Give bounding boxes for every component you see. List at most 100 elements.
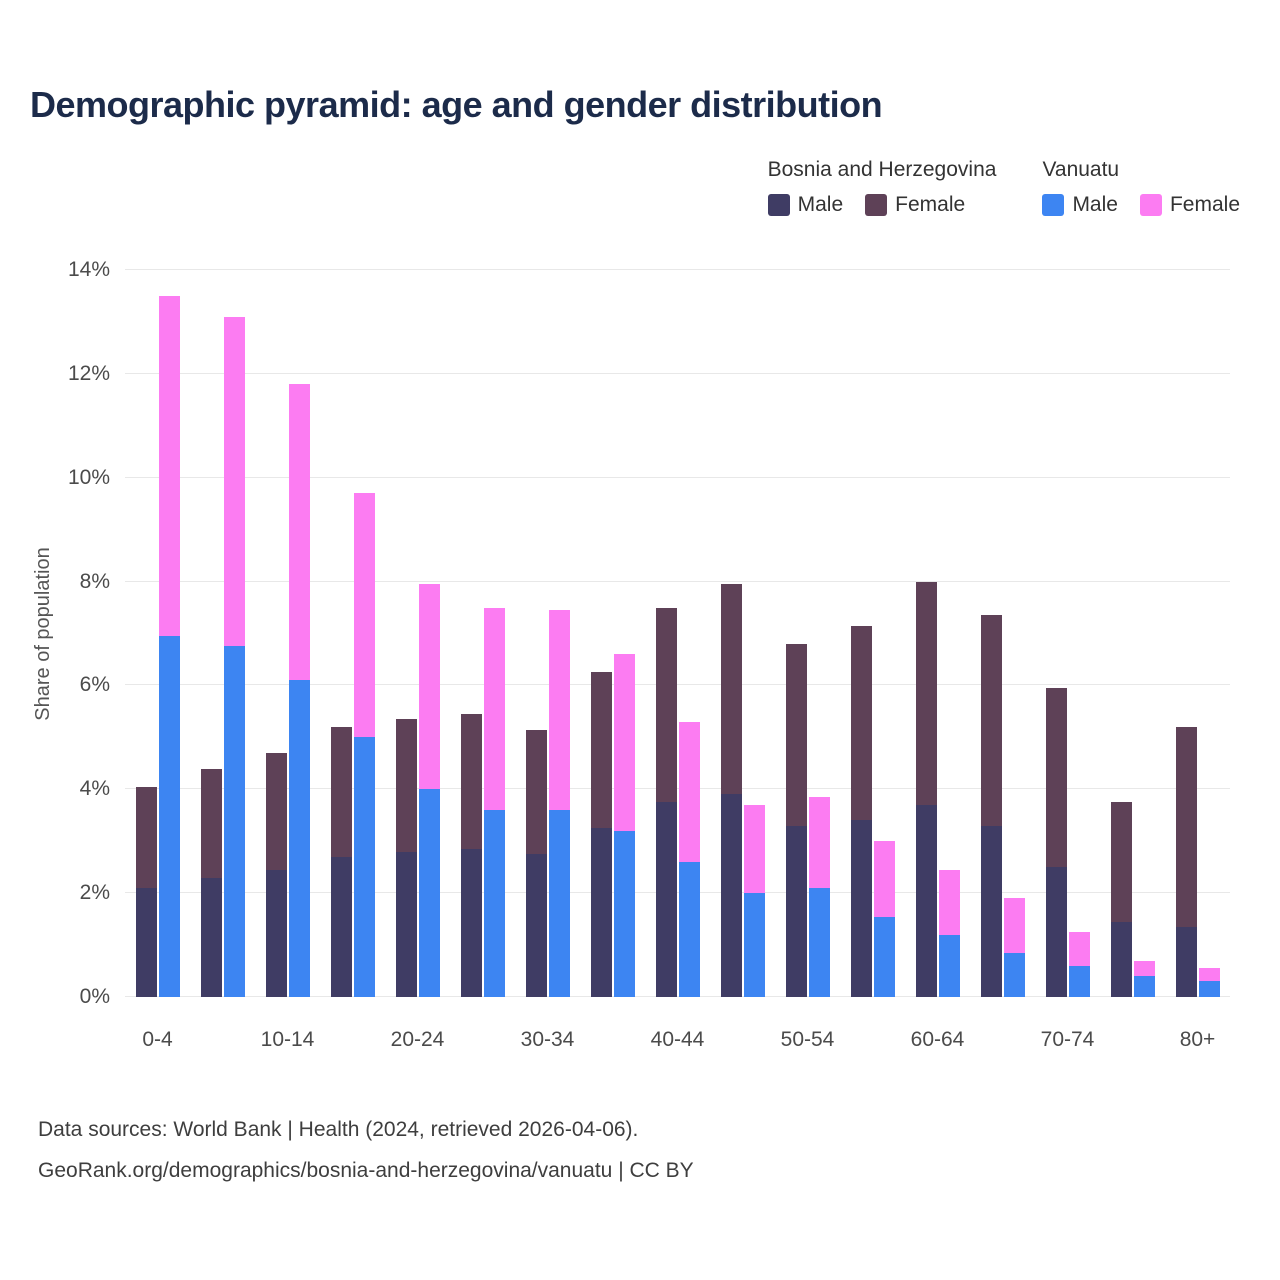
- bar-segment-vanuatu-female-0-4[interactable]: [158, 295, 180, 637]
- bar-segment-vanuatu-male-35-39[interactable]: [613, 830, 635, 997]
- bar-segment-vanuatu-male-30-34[interactable]: [548, 810, 570, 997]
- bar-vanuatu-25-29[interactable]: [483, 270, 505, 997]
- bar-segment-bosnia-and-herzegovina-female-50-54[interactable]: [785, 643, 807, 826]
- bar-segment-vanuatu-male-70-74[interactable]: [1068, 965, 1090, 997]
- bar-segment-vanuatu-male-50-54[interactable]: [808, 887, 830, 997]
- bar-vanuatu-5-9[interactable]: [223, 270, 245, 997]
- bar-segment-bosnia-and-herzegovina-female-5-9[interactable]: [200, 768, 222, 878]
- bar-segment-bosnia-and-herzegovina-male-50-54[interactable]: [785, 825, 807, 997]
- bar-segment-vanuatu-male-75-79[interactable]: [1133, 976, 1155, 997]
- legend-item-bih-female[interactable]: Female: [865, 193, 965, 217]
- bar-vanuatu-70-74[interactable]: [1068, 270, 1090, 997]
- bar-bosnia-and-herzegovina-50-54[interactable]: [785, 270, 807, 997]
- bar-bosnia-and-herzegovina-55-59[interactable]: [850, 270, 872, 997]
- bar-segment-vanuatu-female-25-29[interactable]: [483, 607, 505, 811]
- bar-bosnia-and-herzegovina-20-24[interactable]: [395, 270, 417, 997]
- bar-bosnia-and-herzegovina-65-69[interactable]: [980, 270, 1002, 997]
- bar-segment-bosnia-and-herzegovina-female-10-14[interactable]: [265, 752, 287, 870]
- bar-segment-bosnia-and-herzegovina-male-5-9[interactable]: [200, 877, 222, 997]
- bar-bosnia-and-herzegovina-60-64[interactable]: [915, 270, 937, 997]
- bar-segment-bosnia-and-herzegovina-male-70-74[interactable]: [1045, 867, 1067, 997]
- bar-bosnia-and-herzegovina-80+[interactable]: [1175, 270, 1197, 997]
- bar-segment-vanuatu-female-65-69[interactable]: [1003, 898, 1025, 953]
- bar-bosnia-and-herzegovina-0-4[interactable]: [135, 270, 157, 997]
- bar-segment-vanuatu-female-80+[interactable]: [1198, 968, 1220, 982]
- bar-segment-bosnia-and-herzegovina-female-15-19[interactable]: [330, 726, 352, 857]
- bar-segment-bosnia-and-herzegovina-male-60-64[interactable]: [915, 804, 937, 997]
- bar-segment-bosnia-and-herzegovina-male-65-69[interactable]: [980, 825, 1002, 997]
- bar-vanuatu-0-4[interactable]: [158, 270, 180, 997]
- bar-vanuatu-60-64[interactable]: [938, 270, 960, 997]
- legend-item-vanuatu-female[interactable]: Female: [1139, 193, 1240, 217]
- bar-segment-bosnia-and-herzegovina-female-60-64[interactable]: [915, 581, 937, 805]
- bar-segment-bosnia-and-herzegovina-female-35-39[interactable]: [590, 672, 612, 829]
- bar-vanuatu-80+[interactable]: [1198, 270, 1220, 997]
- bar-vanuatu-75-79[interactable]: [1133, 270, 1155, 997]
- bar-vanuatu-55-59[interactable]: [873, 270, 895, 997]
- bar-segment-vanuatu-female-10-14[interactable]: [288, 384, 310, 681]
- bar-vanuatu-50-54[interactable]: [808, 270, 830, 997]
- bar-segment-bosnia-and-herzegovina-male-10-14[interactable]: [265, 869, 287, 997]
- bar-segment-vanuatu-female-50-54[interactable]: [808, 797, 830, 888]
- bar-segment-vanuatu-male-10-14[interactable]: [288, 680, 310, 997]
- bar-segment-bosnia-and-herzegovina-female-25-29[interactable]: [460, 714, 482, 850]
- bar-segment-vanuatu-female-55-59[interactable]: [873, 841, 895, 917]
- bar-segment-bosnia-and-herzegovina-female-30-34[interactable]: [525, 729, 547, 855]
- bar-segment-vanuatu-female-35-39[interactable]: [613, 654, 635, 831]
- bar-segment-vanuatu-male-25-29[interactable]: [483, 810, 505, 997]
- bar-segment-vanuatu-male-55-59[interactable]: [873, 916, 895, 997]
- bar-vanuatu-40-44[interactable]: [678, 270, 700, 997]
- bar-segment-vanuatu-male-40-44[interactable]: [678, 862, 700, 997]
- bar-segment-vanuatu-male-0-4[interactable]: [158, 636, 180, 997]
- bar-segment-bosnia-and-herzegovina-female-40-44[interactable]: [655, 607, 677, 803]
- bar-segment-bosnia-and-herzegovina-male-0-4[interactable]: [135, 887, 157, 997]
- bar-segment-bosnia-and-herzegovina-female-20-24[interactable]: [395, 719, 417, 852]
- bar-bosnia-and-herzegovina-35-39[interactable]: [590, 270, 612, 997]
- bar-segment-bosnia-and-herzegovina-male-45-49[interactable]: [720, 794, 742, 997]
- bar-segment-vanuatu-male-65-69[interactable]: [1003, 952, 1025, 997]
- bar-segment-vanuatu-female-20-24[interactable]: [418, 584, 440, 790]
- bar-segment-vanuatu-female-45-49[interactable]: [743, 804, 765, 894]
- bar-segment-bosnia-and-herzegovina-female-55-59[interactable]: [850, 625, 872, 821]
- bar-bosnia-and-herzegovina-25-29[interactable]: [460, 270, 482, 997]
- bar-segment-bosnia-and-herzegovina-male-75-79[interactable]: [1110, 921, 1132, 997]
- bar-segment-vanuatu-male-80+[interactable]: [1198, 981, 1220, 997]
- bar-vanuatu-35-39[interactable]: [613, 270, 635, 997]
- bar-segment-bosnia-and-herzegovina-female-45-49[interactable]: [720, 584, 742, 795]
- bar-segment-vanuatu-female-5-9[interactable]: [223, 316, 245, 647]
- bar-vanuatu-30-34[interactable]: [548, 270, 570, 997]
- bar-bosnia-and-herzegovina-10-14[interactable]: [265, 270, 287, 997]
- bar-segment-vanuatu-female-15-19[interactable]: [353, 493, 375, 738]
- bar-segment-vanuatu-male-20-24[interactable]: [418, 789, 440, 997]
- bar-bosnia-and-herzegovina-5-9[interactable]: [200, 270, 222, 997]
- bar-segment-bosnia-and-herzegovina-female-75-79[interactable]: [1110, 802, 1132, 922]
- bar-segment-bosnia-and-herzegovina-male-35-39[interactable]: [590, 828, 612, 997]
- bar-segment-vanuatu-female-30-34[interactable]: [548, 610, 570, 811]
- bar-vanuatu-65-69[interactable]: [1003, 270, 1025, 997]
- bar-bosnia-and-herzegovina-75-79[interactable]: [1110, 270, 1132, 997]
- bar-segment-bosnia-and-herzegovina-male-20-24[interactable]: [395, 851, 417, 997]
- bar-segment-vanuatu-male-5-9[interactable]: [223, 646, 245, 997]
- bar-vanuatu-15-19[interactable]: [353, 270, 375, 997]
- bar-bosnia-and-herzegovina-30-34[interactable]: [525, 270, 547, 997]
- bar-segment-bosnia-and-herzegovina-male-30-34[interactable]: [525, 854, 547, 997]
- bar-segment-vanuatu-male-60-64[interactable]: [938, 934, 960, 997]
- bar-segment-bosnia-and-herzegovina-male-25-29[interactable]: [460, 849, 482, 997]
- legend-item-bih-male[interactable]: Male: [767, 193, 843, 217]
- bar-vanuatu-20-24[interactable]: [418, 270, 440, 997]
- bar-segment-vanuatu-male-15-19[interactable]: [353, 737, 375, 997]
- bar-segment-bosnia-and-herzegovina-male-55-59[interactable]: [850, 820, 872, 997]
- bar-segment-bosnia-and-herzegovina-female-70-74[interactable]: [1045, 688, 1067, 868]
- bar-segment-bosnia-and-herzegovina-male-80+[interactable]: [1175, 926, 1197, 997]
- bar-bosnia-and-herzegovina-40-44[interactable]: [655, 270, 677, 997]
- bar-bosnia-and-herzegovina-70-74[interactable]: [1045, 270, 1067, 997]
- bar-bosnia-and-herzegovina-45-49[interactable]: [720, 270, 742, 997]
- bar-segment-bosnia-and-herzegovina-male-40-44[interactable]: [655, 802, 677, 997]
- bar-segment-vanuatu-male-45-49[interactable]: [743, 893, 765, 997]
- bar-segment-bosnia-and-herzegovina-male-15-19[interactable]: [330, 856, 352, 997]
- bar-segment-bosnia-and-herzegovina-female-80+[interactable]: [1175, 726, 1197, 927]
- bar-segment-vanuatu-female-40-44[interactable]: [678, 721, 700, 862]
- bar-bosnia-and-herzegovina-15-19[interactable]: [330, 270, 352, 997]
- bar-segment-bosnia-and-herzegovina-female-65-69[interactable]: [980, 615, 1002, 826]
- bar-vanuatu-10-14[interactable]: [288, 270, 310, 997]
